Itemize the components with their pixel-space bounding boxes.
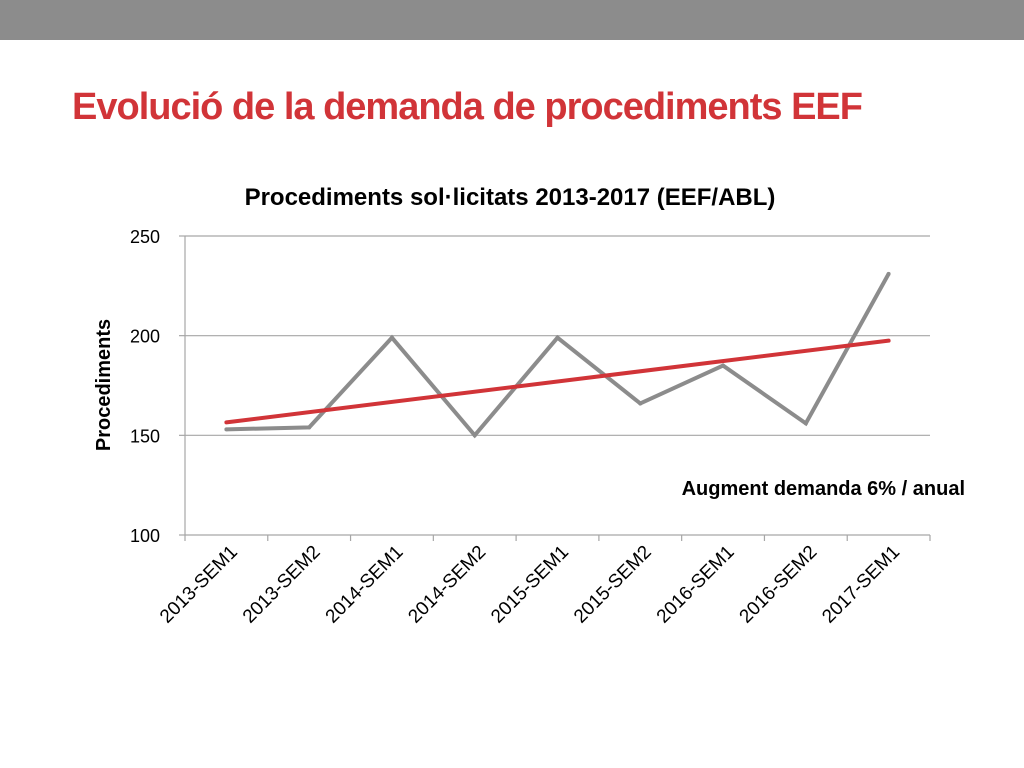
y-axis-label: Procediments — [93, 319, 115, 451]
y-tick-label: 100 — [130, 526, 160, 546]
x-tick-label: 2013-SEM2 — [239, 542, 325, 628]
slide-title: Evolució de la demanda de procediments E… — [72, 86, 863, 128]
data-point — [638, 401, 643, 406]
x-tick-label: 2017-SEM1 — [818, 542, 904, 628]
data-point — [224, 427, 229, 432]
x-tick-label: 2014-SEM1 — [322, 542, 408, 628]
x-tick-label: 2013-SEM1 — [156, 542, 242, 628]
top-band — [0, 0, 1024, 40]
x-tick-label: 2015-SEM1 — [487, 542, 573, 628]
data-point — [886, 271, 891, 276]
trendline — [224, 338, 891, 425]
x-tick-label: 2016-SEM2 — [736, 542, 822, 628]
chart-annotation: Augment demanda 6% / anual — [682, 478, 965, 500]
data-point — [307, 425, 312, 430]
y-tick-label: 150 — [130, 426, 160, 446]
data-point — [472, 433, 477, 438]
data-point — [555, 335, 560, 340]
y-tick-label: 250 — [130, 227, 160, 247]
x-tick-label: 2016-SEM1 — [653, 542, 739, 628]
data-point — [389, 335, 394, 340]
x-tick-label: 2015-SEM2 — [570, 542, 656, 628]
y-tick-label: 200 — [130, 327, 160, 347]
data-point — [721, 363, 726, 368]
chart-title: Procediments sol·licitats 2013-2017 (EEF… — [245, 184, 776, 211]
data-point — [803, 421, 808, 426]
x-tick-label: 2014-SEM2 — [404, 542, 490, 628]
